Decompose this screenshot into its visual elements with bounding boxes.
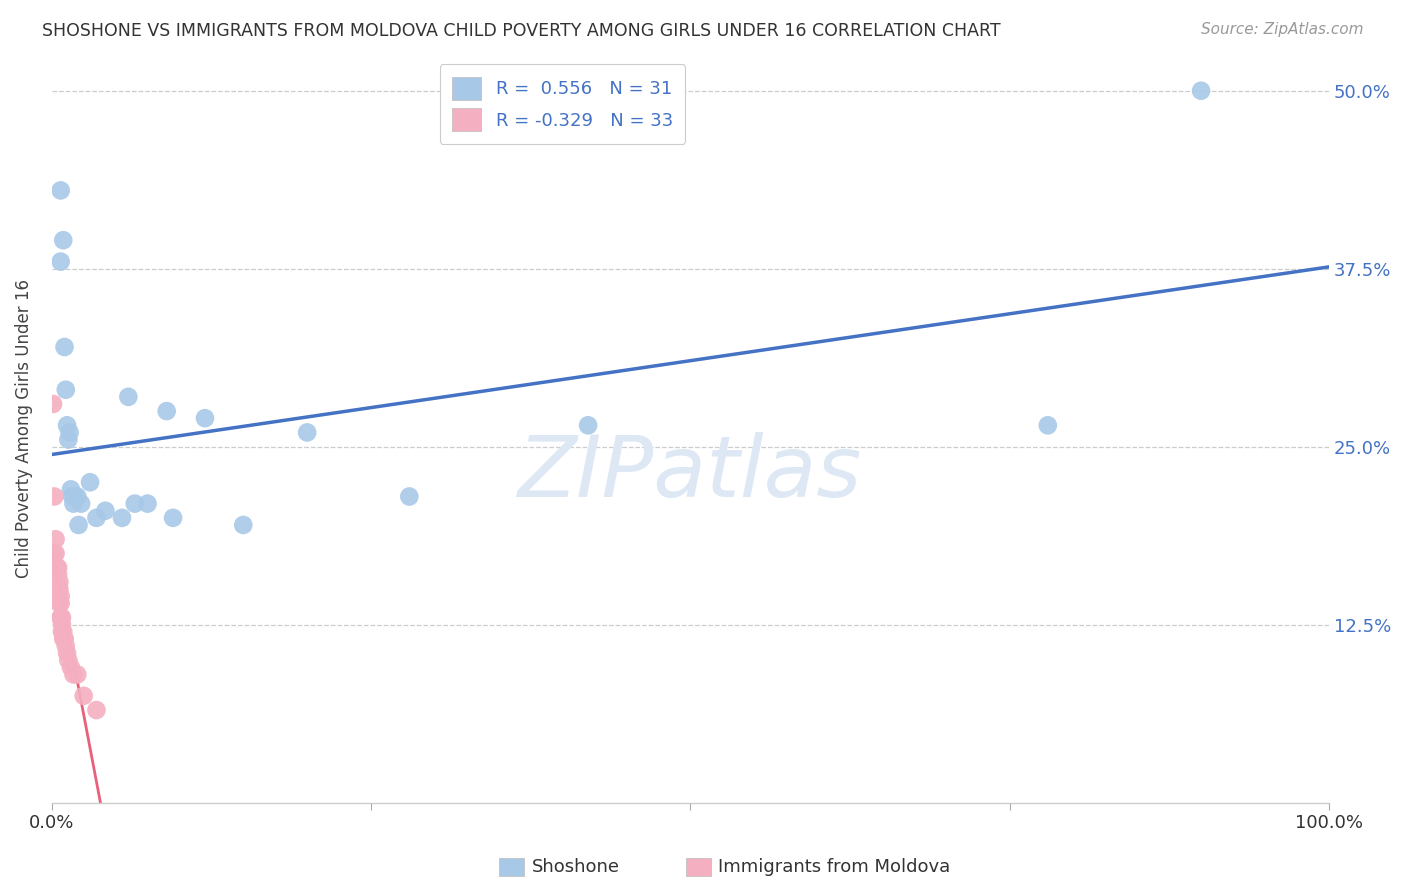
Point <box>58 653 80 667</box>
Point <box>45 546 67 560</box>
Point <box>111 511 134 525</box>
Point <box>1189 84 1212 98</box>
Point <box>51 617 73 632</box>
Point <box>63 490 86 504</box>
Text: ZIPatlas: ZIPatlas <box>519 433 862 516</box>
Text: SHOSHONE VS IMMIGRANTS FROM MOLDOVA CHILD POVERTY AMONG GIRLS UNDER 16 CORRELATI: SHOSHONE VS IMMIGRANTS FROM MOLDOVA CHIL… <box>42 22 1001 40</box>
Point <box>86 511 108 525</box>
Point <box>48 582 70 596</box>
Point <box>398 490 420 504</box>
Point <box>59 483 82 497</box>
Point <box>70 497 93 511</box>
Point <box>53 340 76 354</box>
Point <box>48 596 70 610</box>
Point <box>295 425 318 440</box>
Point <box>162 511 184 525</box>
Point <box>67 518 90 533</box>
Point <box>49 183 72 197</box>
Point <box>117 390 139 404</box>
Point <box>45 560 67 574</box>
Point <box>44 546 66 560</box>
Point <box>136 497 159 511</box>
Point <box>59 660 82 674</box>
Point <box>194 411 217 425</box>
Point <box>46 560 69 574</box>
Point <box>1036 418 1059 433</box>
Point <box>66 490 89 504</box>
Point <box>73 689 96 703</box>
Point <box>52 624 75 639</box>
Point <box>58 433 80 447</box>
Point <box>62 497 84 511</box>
Point <box>59 425 82 440</box>
Point <box>156 404 179 418</box>
Point <box>46 582 69 596</box>
Point <box>86 703 108 717</box>
Point <box>79 475 101 490</box>
Point <box>52 632 75 646</box>
Point <box>44 490 66 504</box>
Point <box>45 532 67 546</box>
Point <box>56 646 79 660</box>
Point <box>576 418 599 433</box>
Point <box>55 639 77 653</box>
Point <box>42 397 65 411</box>
Point <box>48 574 70 589</box>
Point <box>124 497 146 511</box>
Text: Shoshone: Shoshone <box>531 858 620 876</box>
Point <box>56 418 79 433</box>
Point <box>49 254 72 268</box>
Point <box>49 610 72 624</box>
Point <box>53 632 76 646</box>
Point <box>49 596 72 610</box>
Point <box>62 667 84 681</box>
Point <box>49 589 72 603</box>
Point <box>51 624 73 639</box>
Point <box>232 518 254 533</box>
Point <box>94 504 117 518</box>
Y-axis label: Child Poverty Among Girls Under 16: Child Poverty Among Girls Under 16 <box>15 279 32 578</box>
Point <box>55 383 77 397</box>
Point <box>46 567 69 582</box>
Point <box>52 233 75 247</box>
Point <box>49 610 72 624</box>
Point <box>51 610 73 624</box>
Point <box>60 490 83 504</box>
Point <box>45 574 67 589</box>
Point <box>53 632 76 646</box>
Text: Source: ZipAtlas.com: Source: ZipAtlas.com <box>1201 22 1364 37</box>
Point <box>45 560 67 574</box>
Legend: R =  0.556   N = 31, R = -0.329   N = 33: R = 0.556 N = 31, R = -0.329 N = 33 <box>440 64 686 144</box>
Point <box>66 667 89 681</box>
Text: Immigrants from Moldova: Immigrants from Moldova <box>718 858 950 876</box>
